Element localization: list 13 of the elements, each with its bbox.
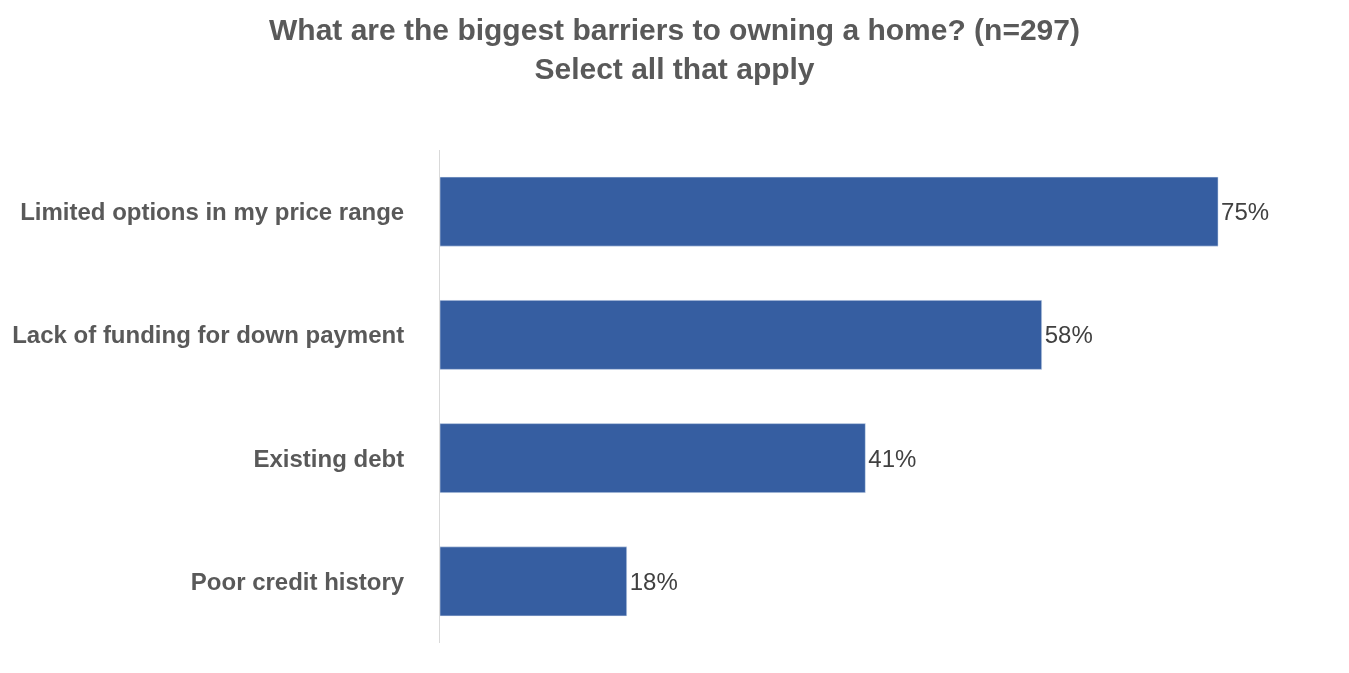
- bar: [440, 176, 1219, 247]
- y-tick-label: Limited options in my price range: [20, 198, 405, 226]
- data-label: 18%: [629, 567, 678, 595]
- data-label: 58%: [1044, 321, 1093, 349]
- data-label: 41%: [868, 444, 917, 472]
- bar: [440, 300, 1042, 370]
- y-tick-label: Lack of funding for down payment: [12, 321, 405, 349]
- y-tick-label: Poor credit history: [190, 567, 405, 595]
- bar: [440, 546, 627, 617]
- y-tick-label: Existing debt: [253, 444, 405, 472]
- data-label: 75%: [1221, 198, 1270, 226]
- chart-title: What are the biggest barriers to owning a home? (n=297) Select all that apply: [269, 13, 1080, 86]
- bar: [440, 423, 866, 493]
